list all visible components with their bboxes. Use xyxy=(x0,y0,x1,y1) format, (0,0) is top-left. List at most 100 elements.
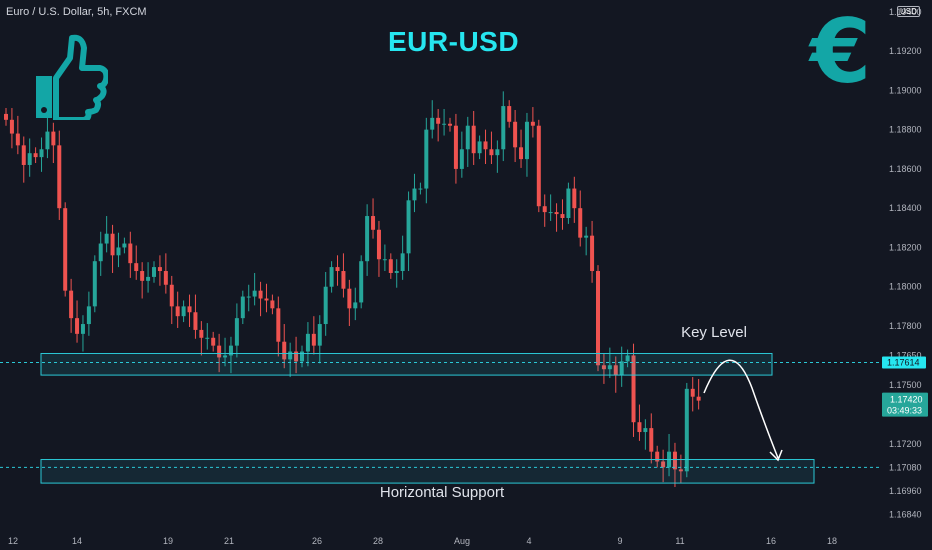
candle-body xyxy=(75,318,80,334)
candle-body xyxy=(27,153,32,165)
candle-body xyxy=(412,188,417,201)
time-tick-label: 28 xyxy=(373,536,383,546)
candle-body xyxy=(181,306,186,317)
candle-body xyxy=(400,253,405,272)
candle-body xyxy=(560,214,565,218)
candle-body xyxy=(625,355,630,362)
candle-body xyxy=(152,267,156,277)
candle-body xyxy=(631,355,636,423)
price-tick-label: 1.17650 xyxy=(889,350,922,360)
price-tick-label: 1.17500 xyxy=(889,380,922,390)
candle-body xyxy=(163,271,168,285)
candle-body xyxy=(282,341,287,360)
candle-body xyxy=(536,125,541,207)
candle-body xyxy=(554,212,559,215)
candle-body xyxy=(122,243,127,248)
candle-body xyxy=(424,129,429,189)
candle-body xyxy=(92,261,97,307)
price-tick-label: 1.18600 xyxy=(889,164,922,174)
candle-body xyxy=(406,200,411,254)
candle-body xyxy=(495,149,500,156)
price-tick-label: 1.18400 xyxy=(889,203,922,213)
candles-layer xyxy=(4,91,701,488)
currency-badge[interactable]: USD xyxy=(897,6,920,17)
countdown-label: 03:49:33 xyxy=(887,406,922,416)
candle-body xyxy=(305,333,310,352)
candle-body xyxy=(246,296,251,298)
candle-body xyxy=(607,365,612,370)
time-tick-label: 21 xyxy=(224,536,234,546)
candle-body xyxy=(51,131,56,146)
candle-body xyxy=(341,271,346,289)
candle-body xyxy=(477,141,482,154)
candle-body xyxy=(240,296,245,319)
price-tick-label: 1.16840 xyxy=(889,510,922,520)
candle-body xyxy=(63,208,68,291)
candle-body xyxy=(519,147,524,160)
thumbs-up-icon xyxy=(36,34,108,120)
candle-body xyxy=(436,117,441,124)
candle-body xyxy=(382,259,387,261)
candle-body xyxy=(33,153,38,158)
candle-body xyxy=(530,121,535,126)
candle-body xyxy=(548,212,553,214)
time-tick-label: Aug xyxy=(454,536,470,546)
candle-body xyxy=(394,271,399,273)
candle-body xyxy=(501,106,506,150)
candle-body xyxy=(80,324,85,334)
last-price-tag xyxy=(882,392,928,417)
candle-body xyxy=(524,121,529,160)
candle-body xyxy=(619,361,624,376)
candle-body xyxy=(294,351,299,362)
candle-body xyxy=(9,119,14,134)
candle-body xyxy=(276,308,281,342)
price-axis[interactable]: 1.19400 1.19200 1.19000 1.18800 1.18600 1.184… xyxy=(882,7,928,520)
candle-body xyxy=(169,284,174,307)
price-tick-label: 1.19200 xyxy=(889,46,922,56)
candle-body xyxy=(146,276,151,281)
candle-body xyxy=(140,271,145,281)
time-tick-label: 18 xyxy=(827,536,837,546)
candle-body xyxy=(270,300,275,309)
candle-body xyxy=(128,243,133,264)
candle-body xyxy=(39,149,44,158)
candle-body xyxy=(418,188,423,190)
candle-body xyxy=(187,306,192,313)
candle-body xyxy=(45,131,50,150)
candle-body xyxy=(21,145,26,165)
time-tick-label: 14 xyxy=(72,536,82,546)
key-level-price-tag xyxy=(882,356,926,369)
candle-body xyxy=(223,355,228,358)
candle-body xyxy=(489,149,494,156)
candle-body xyxy=(329,267,334,287)
last-price-label: 1.17420 xyxy=(890,395,923,405)
candle-body xyxy=(252,290,257,297)
candle-body xyxy=(104,233,109,244)
candle-body xyxy=(690,388,695,397)
candle-body xyxy=(637,422,642,433)
candle-body xyxy=(234,318,239,346)
candle-body xyxy=(459,149,464,169)
candle-body xyxy=(513,121,518,148)
candle-body xyxy=(655,451,660,462)
symbol-label[interactable]: Euro / U.S. Dollar, 5h, FXCM xyxy=(6,6,147,18)
candle-body xyxy=(57,145,62,209)
candle-body xyxy=(69,290,74,319)
candle-body xyxy=(672,451,677,470)
price-tick-label: 1.19000 xyxy=(889,85,922,95)
candle-body xyxy=(134,263,139,272)
candle-body xyxy=(205,337,210,339)
candle-body xyxy=(317,324,322,346)
candle-body xyxy=(347,288,352,309)
key-level-label: Key Level xyxy=(681,324,747,341)
candle-body xyxy=(613,365,618,376)
time-tick-label: 16 xyxy=(766,536,776,546)
candle-body xyxy=(300,351,304,362)
candle-body xyxy=(388,259,393,273)
candle-body xyxy=(264,298,269,301)
time-axis[interactable]: 12 14 19 21 26 28 Aug 4 9 11 16 18 xyxy=(8,536,837,546)
candle-body xyxy=(578,208,583,238)
price-tick-label: 1.17200 xyxy=(889,439,922,449)
candle-body xyxy=(288,351,293,360)
